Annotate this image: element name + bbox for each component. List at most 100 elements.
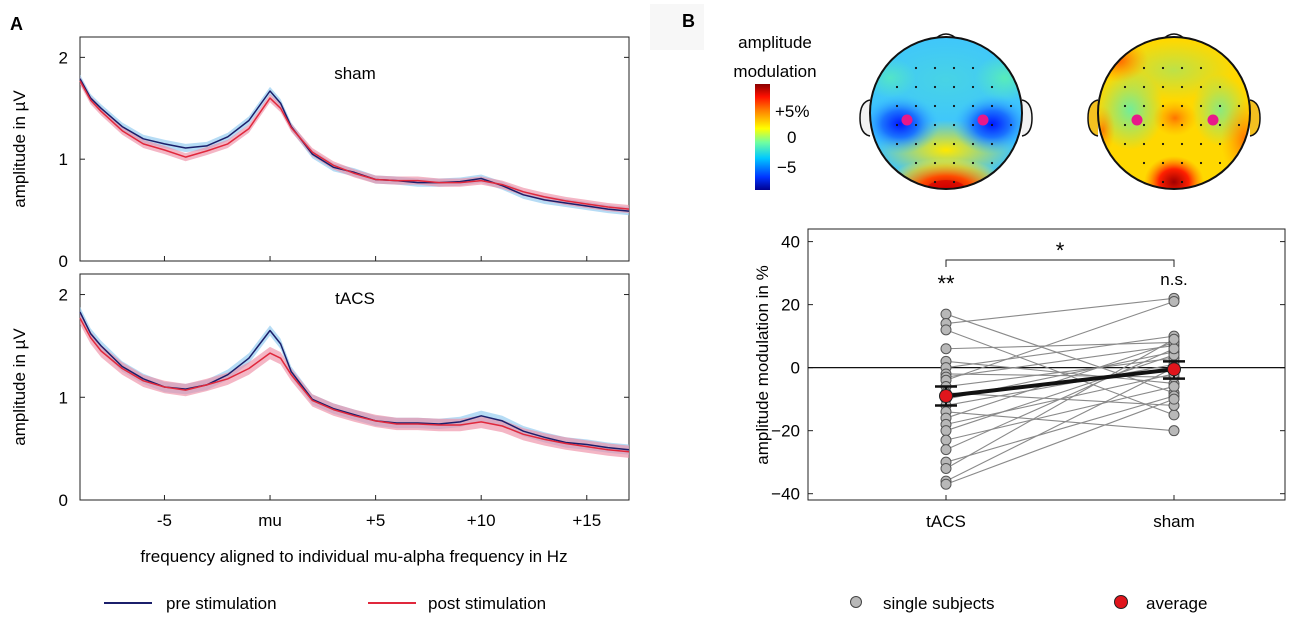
paired-plot-xtick-tacs: tACS (926, 512, 966, 531)
electrode-dot (933, 161, 937, 165)
subject-line (945, 341, 1175, 350)
colorbar-gradient (755, 84, 770, 190)
y-tick-label: −40 (771, 485, 800, 504)
electrode-dot (990, 142, 994, 146)
subject-point-tacs (940, 434, 952, 446)
subject-point-sham (1168, 381, 1180, 393)
electrode-dot (1161, 123, 1165, 127)
electrode-dot (990, 161, 994, 165)
top-plot-y-axis: 0 1 2 (59, 48, 629, 271)
topomap-sham-electrodes (1123, 66, 1241, 184)
electrode-dot (1123, 142, 1127, 146)
electrode-dot (1199, 85, 1203, 89)
electrode-dot (990, 123, 994, 127)
electrode-dot (952, 142, 956, 146)
electrode-dot (971, 104, 975, 108)
electrode-dot (933, 142, 937, 146)
band-post (80, 76, 629, 214)
top-plot-title: sham (334, 64, 376, 83)
electrode-dot (1218, 85, 1222, 89)
paired-plot-frame (807, 228, 1286, 501)
series-line-pre (79, 78, 630, 212)
paired-plot-subject-lines (945, 297, 1175, 485)
panel-b-label-background (650, 4, 704, 50)
y-tick-label: 20 (781, 296, 800, 315)
electrode-dot (1123, 123, 1127, 127)
x-tick-label: -5 (157, 511, 172, 530)
electrode-dot (914, 123, 918, 127)
electrode-dot (1218, 161, 1222, 165)
electrode-dot (1142, 142, 1146, 146)
subject-point-sham (1168, 333, 1180, 345)
electrode-dot (914, 66, 918, 70)
electrode-dot (1218, 123, 1222, 127)
electrode-dot (1142, 66, 1146, 70)
electrode-dot (933, 66, 937, 70)
x-tick-label: mu (258, 511, 282, 530)
subject-line (945, 367, 1175, 482)
electrode-dot (990, 85, 994, 89)
legend-average-label: average (1146, 594, 1207, 613)
y-tick-label: 2 (59, 286, 68, 305)
series-line-post (79, 80, 630, 210)
panel-a-label: A (10, 14, 23, 34)
x-tick-label: +10 (467, 511, 496, 530)
electrode-dot (990, 104, 994, 108)
average-point (1167, 362, 1181, 377)
colorbar-title-line1: amplitude (738, 33, 812, 52)
electrode-dot (952, 104, 956, 108)
electrode-dot (933, 180, 937, 184)
subject-line (945, 363, 1175, 407)
electrode-dot (914, 85, 918, 89)
electrode-dot (1218, 142, 1222, 146)
average-line (945, 367, 1175, 398)
electrode-dot (1237, 123, 1241, 127)
topomap-sham-electrode-c3 (1131, 114, 1143, 126)
electrode-dot (1161, 85, 1165, 89)
electrode-dot (933, 85, 937, 89)
significance-sham: n.s. (1160, 270, 1187, 289)
topomap-sham-right-ear (1249, 99, 1261, 137)
panel-a-xlabel: frequency aligned to individual mu-alpha… (140, 547, 567, 566)
electrode-dot (1180, 104, 1184, 108)
x-tick-label: +5 (366, 511, 385, 530)
colorbar-title-line2: modulation (733, 62, 816, 81)
average-point (939, 389, 953, 404)
electrode-dot (1237, 104, 1241, 108)
y-tick-label: 40 (781, 233, 800, 252)
topomap-tacs-outline (869, 36, 1023, 190)
subject-line (945, 338, 1175, 469)
electrode-dot (1142, 104, 1146, 108)
electrode-dot (1180, 123, 1184, 127)
electrode-dot (933, 123, 937, 127)
bottom-plot-y-axis: 0 1 2 (59, 286, 629, 510)
topomap-sham (1087, 33, 1261, 190)
legend-single-marker (850, 596, 862, 608)
electrode-dot (971, 161, 975, 165)
legend-post-label: post stimulation (428, 594, 546, 613)
electrode-dot (1180, 142, 1184, 146)
y-tick-label: 1 (59, 388, 68, 407)
panel-a-legend: pre stimulation post stimulation (104, 594, 546, 613)
y-tick-label: 2 (59, 48, 68, 67)
electrode-dot (952, 123, 956, 127)
electrode-dot (1009, 104, 1013, 108)
topomap-sham-outline (1097, 36, 1251, 190)
electrode-dot (1142, 161, 1146, 165)
topomap-tacs-electrode-c3 (901, 114, 913, 126)
subject-point-tacs (940, 478, 952, 490)
electrode-dot (895, 85, 899, 89)
paired-plot-average (935, 360, 1185, 407)
subject-point-sham (1168, 295, 1180, 307)
paired-plot: −40 −20 0 20 40 tACS sham amplitude modulati… (753, 228, 1286, 531)
electrode-dot (1199, 161, 1203, 165)
electrode-dot (1218, 104, 1222, 108)
electrode-dot (895, 104, 899, 108)
top-plot-ylabel: amplitude in µV (10, 90, 29, 208)
topomap-tacs-left-ear (859, 99, 871, 137)
electrode-dot (895, 123, 899, 127)
electrode-dot (1199, 104, 1203, 108)
subject-line (945, 357, 1175, 388)
series-line-post (79, 317, 630, 453)
topomap-sham-left-ear (1087, 99, 1099, 137)
